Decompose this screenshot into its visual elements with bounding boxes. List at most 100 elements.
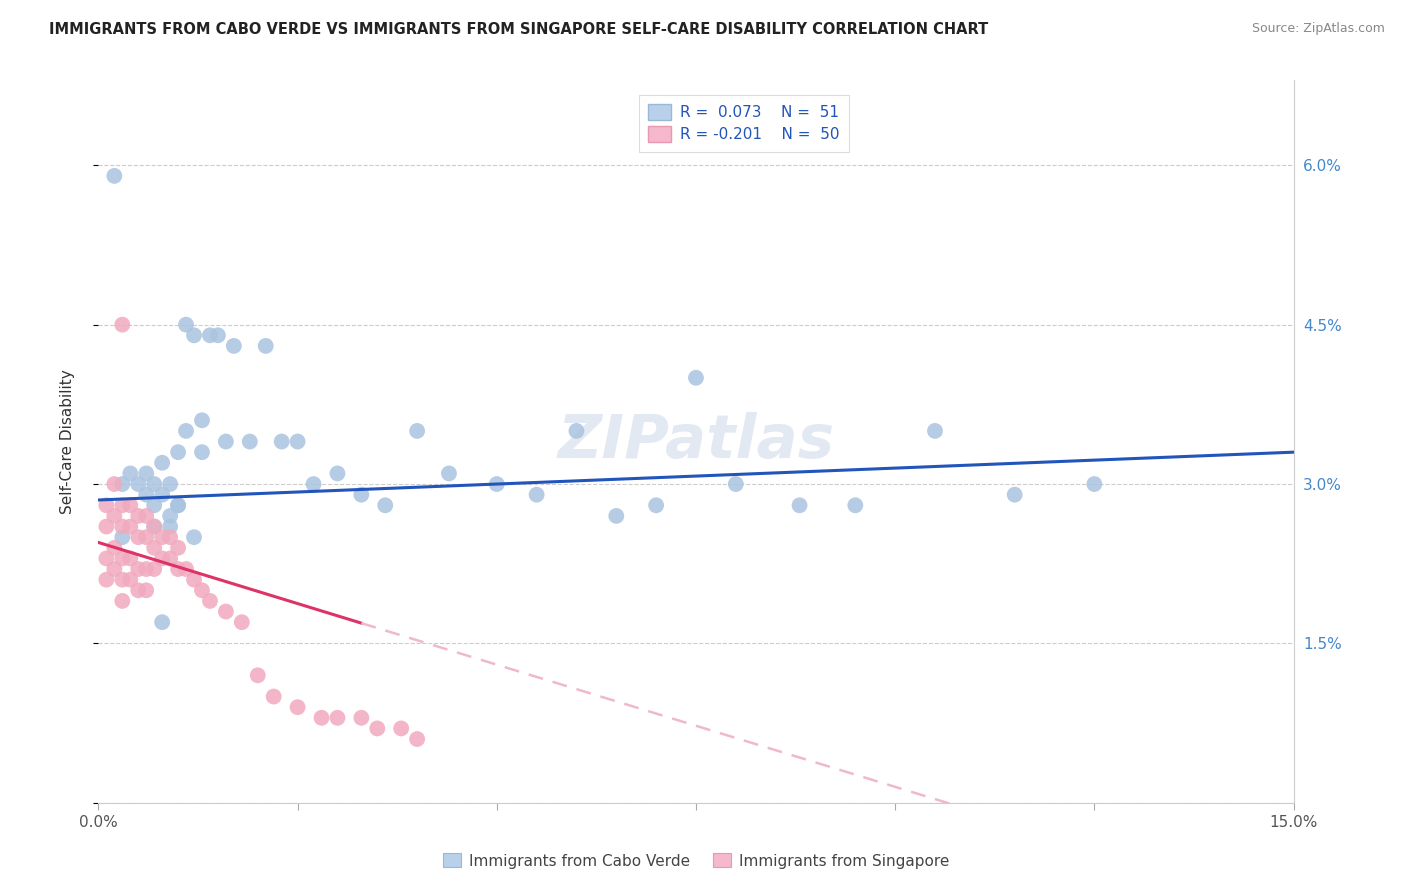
- Point: [526, 488, 548, 502]
- Point: [207, 328, 229, 343]
- Point: [724, 477, 747, 491]
- Point: [111, 519, 134, 533]
- Point: [302, 477, 325, 491]
- Point: [103, 562, 125, 576]
- Point: [924, 424, 946, 438]
- Point: [215, 434, 238, 449]
- Point: [143, 477, 166, 491]
- Point: [183, 328, 205, 343]
- Text: Source: ZipAtlas.com: Source: ZipAtlas.com: [1251, 22, 1385, 36]
- Point: [406, 424, 429, 438]
- Point: [350, 711, 373, 725]
- Point: [350, 488, 373, 502]
- Point: [159, 519, 181, 533]
- Point: [127, 562, 149, 576]
- Y-axis label: Self-Care Disability: Self-Care Disability: [60, 369, 75, 514]
- Point: [326, 467, 349, 481]
- Point: [150, 551, 173, 566]
- Point: [174, 424, 197, 438]
- Point: [191, 413, 214, 427]
- Point: [222, 339, 245, 353]
- Point: [565, 424, 588, 438]
- Point: [135, 562, 157, 576]
- Point: [167, 562, 190, 576]
- Point: [135, 467, 157, 481]
- Point: [127, 583, 149, 598]
- Point: [96, 573, 118, 587]
- Point: [103, 477, 125, 491]
- Point: [135, 488, 157, 502]
- Point: [159, 508, 181, 523]
- Point: [159, 530, 181, 544]
- Point: [111, 477, 134, 491]
- Point: [96, 498, 118, 512]
- Point: [159, 477, 181, 491]
- Point: [143, 519, 166, 533]
- Point: [645, 498, 668, 512]
- Point: [159, 551, 181, 566]
- Point: [111, 551, 134, 566]
- Point: [1083, 477, 1105, 491]
- Point: [150, 488, 173, 502]
- Point: [167, 445, 190, 459]
- Point: [143, 498, 166, 512]
- Point: [96, 551, 118, 566]
- Point: [150, 530, 173, 544]
- Point: [150, 615, 173, 630]
- Text: IMMIGRANTS FROM CABO VERDE VS IMMIGRANTS FROM SINGAPORE SELF-CARE DISABILITY COR: IMMIGRANTS FROM CABO VERDE VS IMMIGRANTS…: [49, 22, 988, 37]
- Point: [485, 477, 508, 491]
- Point: [287, 700, 309, 714]
- Point: [406, 732, 429, 747]
- Point: [239, 434, 262, 449]
- Point: [143, 519, 166, 533]
- Point: [120, 573, 142, 587]
- Point: [120, 467, 142, 481]
- Point: [789, 498, 811, 512]
- Point: [198, 328, 221, 343]
- Point: [198, 594, 221, 608]
- Text: ZIPatlas: ZIPatlas: [557, 412, 835, 471]
- Point: [174, 318, 197, 332]
- Point: [111, 530, 134, 544]
- Point: [127, 477, 149, 491]
- Point: [111, 573, 134, 587]
- Point: [120, 551, 142, 566]
- Point: [127, 508, 149, 523]
- Point: [366, 722, 388, 736]
- Point: [374, 498, 396, 512]
- Point: [167, 498, 190, 512]
- Point: [103, 541, 125, 555]
- Point: [326, 711, 349, 725]
- Point: [143, 541, 166, 555]
- Point: [183, 530, 205, 544]
- Point: [135, 583, 157, 598]
- Point: [103, 508, 125, 523]
- Point: [389, 722, 412, 736]
- Point: [263, 690, 285, 704]
- Point: [254, 339, 277, 353]
- Point: [1004, 488, 1026, 502]
- Point: [103, 169, 125, 183]
- Point: [120, 498, 142, 512]
- Point: [605, 508, 627, 523]
- Point: [96, 519, 118, 533]
- Legend: Immigrants from Cabo Verde, Immigrants from Singapore: Immigrants from Cabo Verde, Immigrants f…: [437, 847, 955, 875]
- Point: [143, 562, 166, 576]
- Point: [174, 562, 197, 576]
- Point: [183, 573, 205, 587]
- Point: [111, 498, 134, 512]
- Point: [135, 530, 157, 544]
- Point: [127, 530, 149, 544]
- Point: [311, 711, 333, 725]
- Point: [150, 456, 173, 470]
- Point: [246, 668, 269, 682]
- Point: [287, 434, 309, 449]
- Point: [135, 508, 157, 523]
- Point: [191, 445, 214, 459]
- Point: [270, 434, 292, 449]
- Point: [111, 594, 134, 608]
- Point: [215, 605, 238, 619]
- Point: [685, 371, 707, 385]
- Point: [120, 519, 142, 533]
- Point: [167, 541, 190, 555]
